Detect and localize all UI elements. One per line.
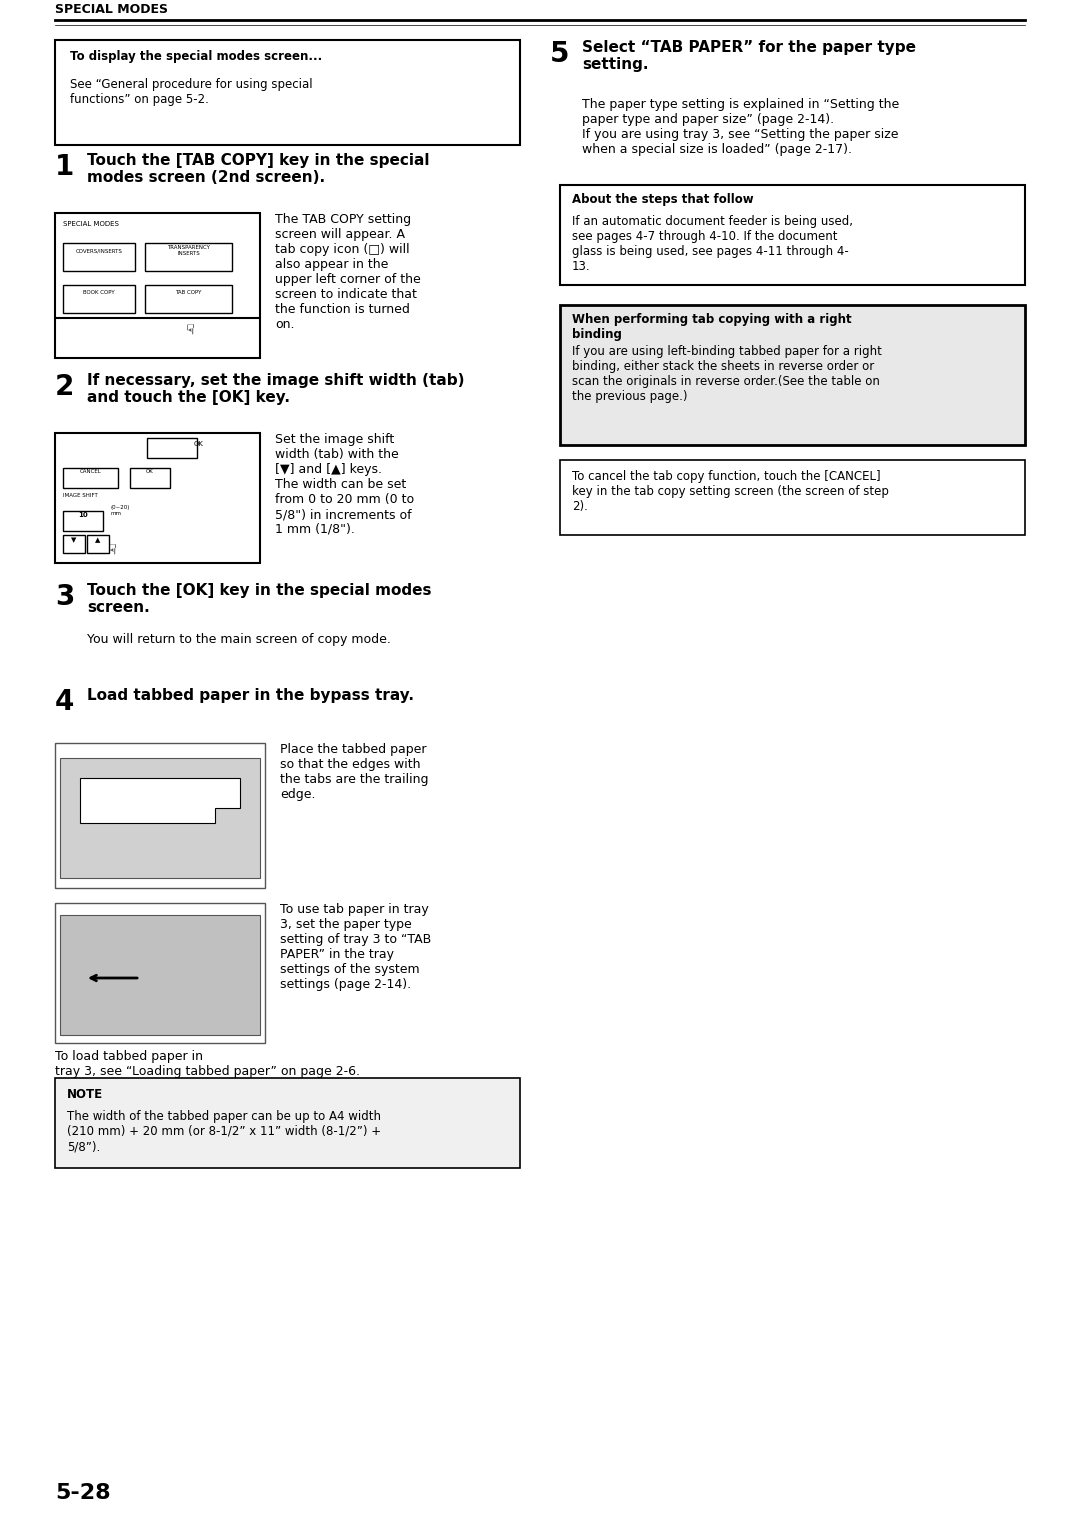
Text: The paper type setting is explained in “Setting the
paper type and paper size” (: The paper type setting is explained in “…	[582, 98, 900, 156]
Text: Load tabbed paper in the bypass tray.: Load tabbed paper in the bypass tray.	[87, 688, 414, 703]
Text: If an automatic document feeder is being used,
see pages 4-7 through 4-10. If th: If an automatic document feeder is being…	[572, 215, 853, 274]
Text: The TAB COPY setting
screen will appear. A
tab copy icon (□) will
also appear in: The TAB COPY setting screen will appear.…	[275, 212, 421, 332]
Text: TRANSPARENCY
INSERTS: TRANSPARENCY INSERTS	[167, 244, 210, 255]
Bar	[60, 758, 260, 879]
Text: To display the special modes screen...: To display the special modes screen...	[70, 50, 322, 63]
Text: IMAGE SHIFT: IMAGE SHIFT	[63, 494, 98, 498]
Text: See “General procedure for using special
functions” on page 5-2.: See “General procedure for using special…	[70, 78, 312, 105]
Text: COVERS/INSERTS: COVERS/INSERTS	[76, 248, 122, 254]
Polygon shape	[80, 778, 240, 824]
Text: OK: OK	[146, 469, 153, 474]
Text: ▼: ▼	[71, 536, 77, 542]
Bar	[60, 915, 260, 1034]
Text: OK: OK	[193, 442, 203, 448]
Text: ▲: ▲	[95, 536, 100, 542]
Text: ☞: ☞	[103, 542, 117, 556]
Text: Touch the [OK] key in the special modes
screen.: Touch the [OK] key in the special modes …	[87, 584, 432, 616]
Text: You will return to the main screen of copy mode.: You will return to the main screen of co…	[87, 633, 391, 646]
Text: About the steps that follow: About the steps that follow	[572, 193, 754, 206]
Text: Touch the [TAB COPY] key in the special
modes screen (2nd screen).: Touch the [TAB COPY] key in the special …	[87, 153, 430, 185]
Text: The width of the tabbed paper can be up to A4 width
(210 mm) + 20 mm (or 8-1/2” : The width of the tabbed paper can be up …	[67, 1109, 381, 1154]
Text: Place the tabbed paper
so that the edges with
the tabs are the trailing
edge.: Place the tabbed paper so that the edges…	[280, 743, 429, 801]
Text: SPECIAL MODES: SPECIAL MODES	[63, 222, 119, 228]
Text: 10: 10	[78, 512, 87, 518]
Text: TAB COPY: TAB COPY	[175, 290, 202, 295]
Text: To use tab paper in tray
3, set the paper type
setting of tray 3 to “TAB
PAPER” : To use tab paper in tray 3, set the pape…	[280, 903, 431, 992]
Text: CANCEL: CANCEL	[80, 469, 102, 474]
Text: To cancel the tab copy function, touch the [CANCEL]
key in the tab copy setting : To cancel the tab copy function, touch t…	[572, 471, 889, 513]
Text: 1: 1	[55, 153, 75, 180]
Bar	[55, 1077, 519, 1167]
Text: ☞: ☞	[181, 322, 195, 336]
Text: 3: 3	[55, 584, 75, 611]
Text: 2: 2	[55, 373, 75, 400]
Text: If necessary, set the image shift width (tab)
and touch the [OK] key.: If necessary, set the image shift width …	[87, 373, 464, 405]
Text: Set the image shift
width (tab) with the
[▼] and [▲] keys.
The width can be set
: Set the image shift width (tab) with the…	[275, 432, 414, 536]
Text: (0~20)
mm: (0~20) mm	[110, 504, 130, 516]
Text: Select “TAB PAPER” for the paper type
setting.: Select “TAB PAPER” for the paper type se…	[582, 40, 916, 72]
Text: 5-28: 5-28	[55, 1484, 110, 1504]
Text: To load tabbed paper in
tray 3, see “Loading tabbed paper” on page 2-6.: To load tabbed paper in tray 3, see “Loa…	[55, 1050, 360, 1077]
Text: NOTE: NOTE	[67, 1088, 103, 1102]
Text: BOOK COPY: BOOK COPY	[83, 290, 114, 295]
Text: 5: 5	[550, 40, 569, 69]
Text: 4: 4	[55, 688, 75, 717]
Bar	[561, 306, 1025, 445]
Text: If you are using left-binding tabbed paper for a right
binding, either stack the: If you are using left-binding tabbed pap…	[572, 345, 882, 403]
Text: When performing tab copying with a right
binding: When performing tab copying with a right…	[572, 313, 852, 341]
Text: SPECIAL MODES: SPECIAL MODES	[55, 3, 168, 15]
